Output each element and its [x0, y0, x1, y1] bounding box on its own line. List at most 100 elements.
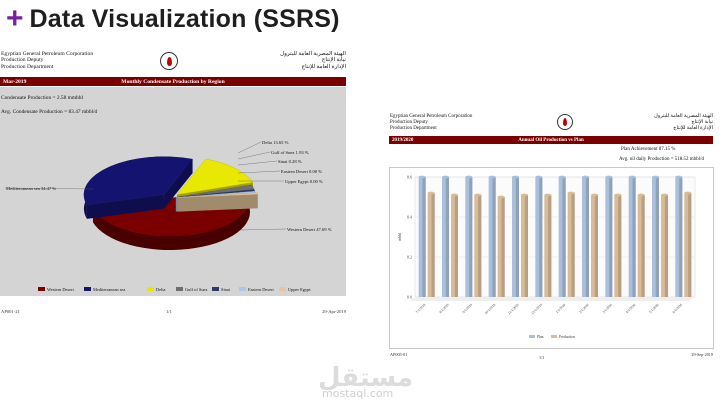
x-tick-label: 4/1/2020: [625, 303, 637, 315]
kpi-condensate-avg: Avg. Condensate Production = 83.47 mbbl/…: [1, 109, 98, 115]
org-name-ar: الهيئة المصرية العامة للبترول: [654, 114, 713, 119]
bar-body: [427, 193, 435, 297]
bar-plan-7: [558, 175, 566, 297]
bar-cap: [591, 193, 598, 197]
department-name: Production Department: [1, 63, 54, 70]
bar-plan-4: [488, 175, 496, 297]
oil-production-report: Egyptian General Petroleum Corporation P…: [389, 114, 715, 366]
pie-data-label: Sinai 0.28 %: [278, 159, 302, 164]
legend-swatch: [529, 335, 535, 338]
legend-item-delta: Delta: [147, 287, 166, 292]
pie-slice-mediterranean-sea: [83, 156, 193, 219]
bar-shade: [548, 195, 552, 297]
bar-shade: [492, 177, 496, 297]
pie-leader-line: [237, 141, 262, 154]
bar-shade: [571, 193, 575, 297]
x-tick-label: 6/1/2020: [672, 303, 684, 315]
report1-header-left: Egyptian General Petroleum Corporation P…: [1, 51, 93, 70]
legend-swatch: [84, 287, 91, 291]
kpi-oil-avg: Avg. oil daily Production = 518.52 mbbl/…: [619, 157, 704, 162]
bar-cap: [497, 195, 505, 199]
kpi-plan-achievement: Plan Achievement 87.15 %: [621, 147, 676, 152]
pie-slice-wall: [163, 159, 193, 209]
bar-body: [512, 177, 519, 297]
report1-header-right: الهيئة المصرية العامة للبترول نيابة الإن…: [280, 51, 346, 70]
department-name-ar: الإدارة العامة للإنتاج: [673, 125, 713, 131]
org-name: Egyptian General Petroleum Corporation: [1, 51, 94, 57]
bar-plan-10: [628, 175, 636, 297]
report2-header-right: الهيئة المصرية العامة للبترول نيابة الإن…: [654, 114, 713, 131]
pie-data-label: Upper Egypt 0.00 %: [285, 179, 323, 184]
bar-cap: [488, 175, 496, 179]
legend-swatch: [239, 287, 246, 291]
bar-shade: [664, 195, 668, 297]
plot-area: [414, 176, 696, 298]
mostaql-watermark-arabic: مستقل: [318, 363, 414, 393]
bar-plan-11: [652, 175, 659, 297]
bar-plan-2: [442, 175, 449, 297]
bar-cap: [465, 175, 473, 179]
legend-swatch: [279, 287, 286, 291]
bar-cap: [605, 175, 613, 179]
bar-plan-1: [418, 175, 426, 297]
bar-production-1: [427, 191, 435, 297]
plus-icon: +: [6, 2, 24, 35]
report2-period: 2019/2020: [392, 137, 414, 143]
bar-shade: [515, 177, 519, 297]
y-tick-label: 0.4: [407, 215, 412, 220]
bar-shade: [585, 177, 589, 297]
bar-body: [628, 177, 636, 297]
bar-shade: [454, 195, 458, 297]
deputy-name: Production Deputy: [390, 119, 428, 125]
report2-title-bar: Annual Oil Production vs Plan 2019/2020: [389, 136, 713, 144]
pie-slice-wall: [86, 194, 164, 219]
report2-title: Annual Oil Production vs Plan: [518, 137, 584, 143]
bar-shade: [431, 193, 435, 297]
bar-plan-6: [535, 175, 543, 297]
bar-plan-12: [675, 175, 683, 297]
bar-cap: [442, 175, 449, 179]
x-tick-label: 3/1/2020: [602, 303, 614, 315]
x-tick-label: 11/1/2019: [507, 303, 520, 316]
bar-body: [591, 195, 598, 297]
bar-production-3: [474, 193, 482, 297]
bar-body: [497, 197, 505, 297]
bar-body: [418, 177, 426, 297]
pie-leader-line: [237, 160, 278, 166]
report1-title-bar: Monthly Condensate Production by Region …: [0, 77, 346, 86]
bar-shade: [679, 177, 683, 297]
bar-cap: [614, 193, 622, 197]
bar-shade: [632, 177, 636, 297]
bar-production-5: [521, 193, 528, 297]
x-tick-label: 2/1/2020: [578, 303, 590, 315]
pie-leader-line: [237, 170, 281, 174]
bar-shade: [562, 177, 566, 297]
legend-label: Western Desert: [47, 287, 75, 292]
legend-swatch: [176, 287, 183, 291]
bar-body: [474, 195, 482, 297]
bar-cap: [675, 175, 683, 179]
bar-shade: [478, 195, 482, 297]
legend-label: Eastern Desert: [248, 287, 275, 292]
pie-slice-wall: [177, 194, 258, 212]
legend-item-mediterranean-sea: Mediterranean sea: [84, 287, 125, 292]
bar-body: [442, 177, 449, 297]
pie-data-label: Eastern Desert 0.00 %: [281, 169, 322, 174]
pie-slice-top: [175, 184, 255, 198]
legend-item-production: Production: [551, 335, 575, 339]
bar-production-11: [661, 193, 668, 297]
bar-cap: [684, 191, 692, 195]
org-name-ar: الهيئة المصرية العامة للبترول: [280, 51, 346, 57]
department-name: Production Department: [390, 125, 437, 131]
deputy-name-ar: نيابة الإنتاج: [691, 119, 713, 125]
condensate-pie-chart: Western Desert 47.69 % Mediterranean sea …: [4, 140, 332, 292]
deputy-name-ar: نيابة الإنتاج: [321, 57, 346, 64]
legend-item-western-desert: Western Desert: [38, 287, 75, 292]
y-tick-label: 0.6: [407, 175, 412, 180]
x-tick-label: 1/1/2020: [555, 303, 567, 315]
legend-label: Mediterranean sea: [93, 287, 125, 292]
legend-swatch: [551, 335, 557, 338]
condensate-report: Egyptian General Petroleum Corporation P…: [0, 46, 352, 320]
org-name: Egyptian General Petroleum Corporation: [390, 114, 473, 119]
bar-cap: [567, 191, 575, 195]
